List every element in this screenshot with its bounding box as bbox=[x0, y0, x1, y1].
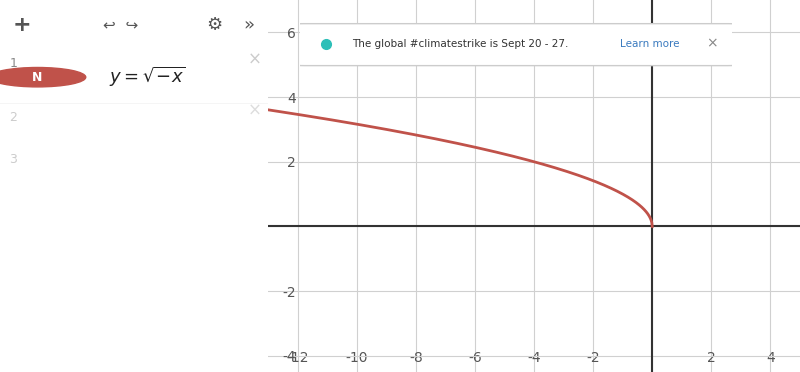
Text: $y = \sqrt{-x}$: $y = \sqrt{-x}$ bbox=[109, 65, 186, 89]
Text: ×: × bbox=[706, 37, 718, 51]
Text: ×: × bbox=[248, 51, 262, 69]
Text: N: N bbox=[32, 71, 42, 84]
Text: 1: 1 bbox=[10, 57, 18, 70]
Text: ×: × bbox=[248, 102, 262, 120]
Circle shape bbox=[0, 67, 86, 87]
Text: 3: 3 bbox=[10, 154, 18, 166]
Text: ⚙: ⚙ bbox=[206, 16, 222, 34]
Text: Learn more: Learn more bbox=[620, 39, 679, 49]
FancyBboxPatch shape bbox=[296, 24, 736, 65]
Text: »: » bbox=[244, 16, 255, 34]
Text: 2: 2 bbox=[10, 111, 18, 124]
Text: The global #climatestrike is Sept 20 - 27.: The global #climatestrike is Sept 20 - 2… bbox=[352, 39, 568, 49]
Text: +: + bbox=[12, 15, 30, 35]
Text: ↩  ↪: ↩ ↪ bbox=[103, 17, 138, 33]
